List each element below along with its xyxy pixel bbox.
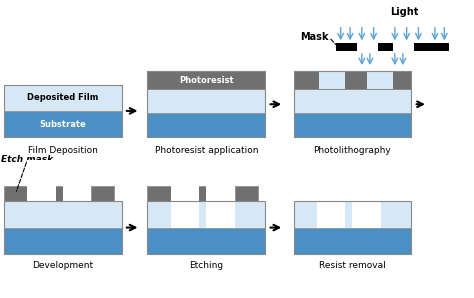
FancyBboxPatch shape bbox=[4, 228, 121, 254]
Text: Etching: Etching bbox=[189, 261, 223, 270]
FancyBboxPatch shape bbox=[147, 201, 265, 228]
FancyBboxPatch shape bbox=[27, 160, 55, 201]
FancyBboxPatch shape bbox=[235, 186, 258, 201]
FancyBboxPatch shape bbox=[366, 72, 392, 89]
FancyBboxPatch shape bbox=[147, 89, 265, 113]
Text: Photolithography: Photolithography bbox=[314, 146, 392, 155]
FancyBboxPatch shape bbox=[293, 201, 411, 228]
FancyBboxPatch shape bbox=[147, 113, 265, 137]
Text: Light: Light bbox=[390, 7, 419, 17]
FancyBboxPatch shape bbox=[171, 186, 199, 228]
FancyBboxPatch shape bbox=[4, 111, 121, 137]
Text: Etch mask: Etch mask bbox=[1, 156, 54, 164]
FancyBboxPatch shape bbox=[39, 186, 63, 201]
FancyBboxPatch shape bbox=[336, 43, 449, 51]
Text: Substrate: Substrate bbox=[39, 119, 86, 128]
FancyBboxPatch shape bbox=[317, 201, 346, 228]
FancyBboxPatch shape bbox=[91, 186, 115, 201]
FancyBboxPatch shape bbox=[293, 113, 411, 137]
FancyBboxPatch shape bbox=[147, 72, 265, 89]
FancyBboxPatch shape bbox=[293, 228, 411, 254]
Text: Deposited Film: Deposited Film bbox=[27, 93, 98, 102]
Text: Photoresist application: Photoresist application bbox=[155, 146, 258, 155]
FancyBboxPatch shape bbox=[392, 43, 414, 51]
Text: Resist removal: Resist removal bbox=[319, 261, 386, 270]
FancyBboxPatch shape bbox=[63, 160, 91, 201]
FancyBboxPatch shape bbox=[4, 201, 121, 228]
FancyBboxPatch shape bbox=[353, 201, 381, 228]
FancyBboxPatch shape bbox=[4, 186, 27, 201]
FancyBboxPatch shape bbox=[293, 89, 411, 113]
FancyBboxPatch shape bbox=[293, 72, 411, 89]
FancyBboxPatch shape bbox=[147, 228, 265, 254]
FancyBboxPatch shape bbox=[319, 72, 346, 89]
FancyBboxPatch shape bbox=[4, 85, 121, 111]
FancyBboxPatch shape bbox=[357, 43, 378, 51]
Text: Mask: Mask bbox=[301, 32, 329, 42]
Text: Film Deposition: Film Deposition bbox=[27, 146, 98, 155]
Text: Development: Development bbox=[32, 261, 93, 270]
FancyBboxPatch shape bbox=[206, 186, 235, 228]
Text: Photoresist: Photoresist bbox=[179, 76, 234, 85]
FancyBboxPatch shape bbox=[183, 186, 206, 201]
FancyBboxPatch shape bbox=[147, 186, 171, 201]
